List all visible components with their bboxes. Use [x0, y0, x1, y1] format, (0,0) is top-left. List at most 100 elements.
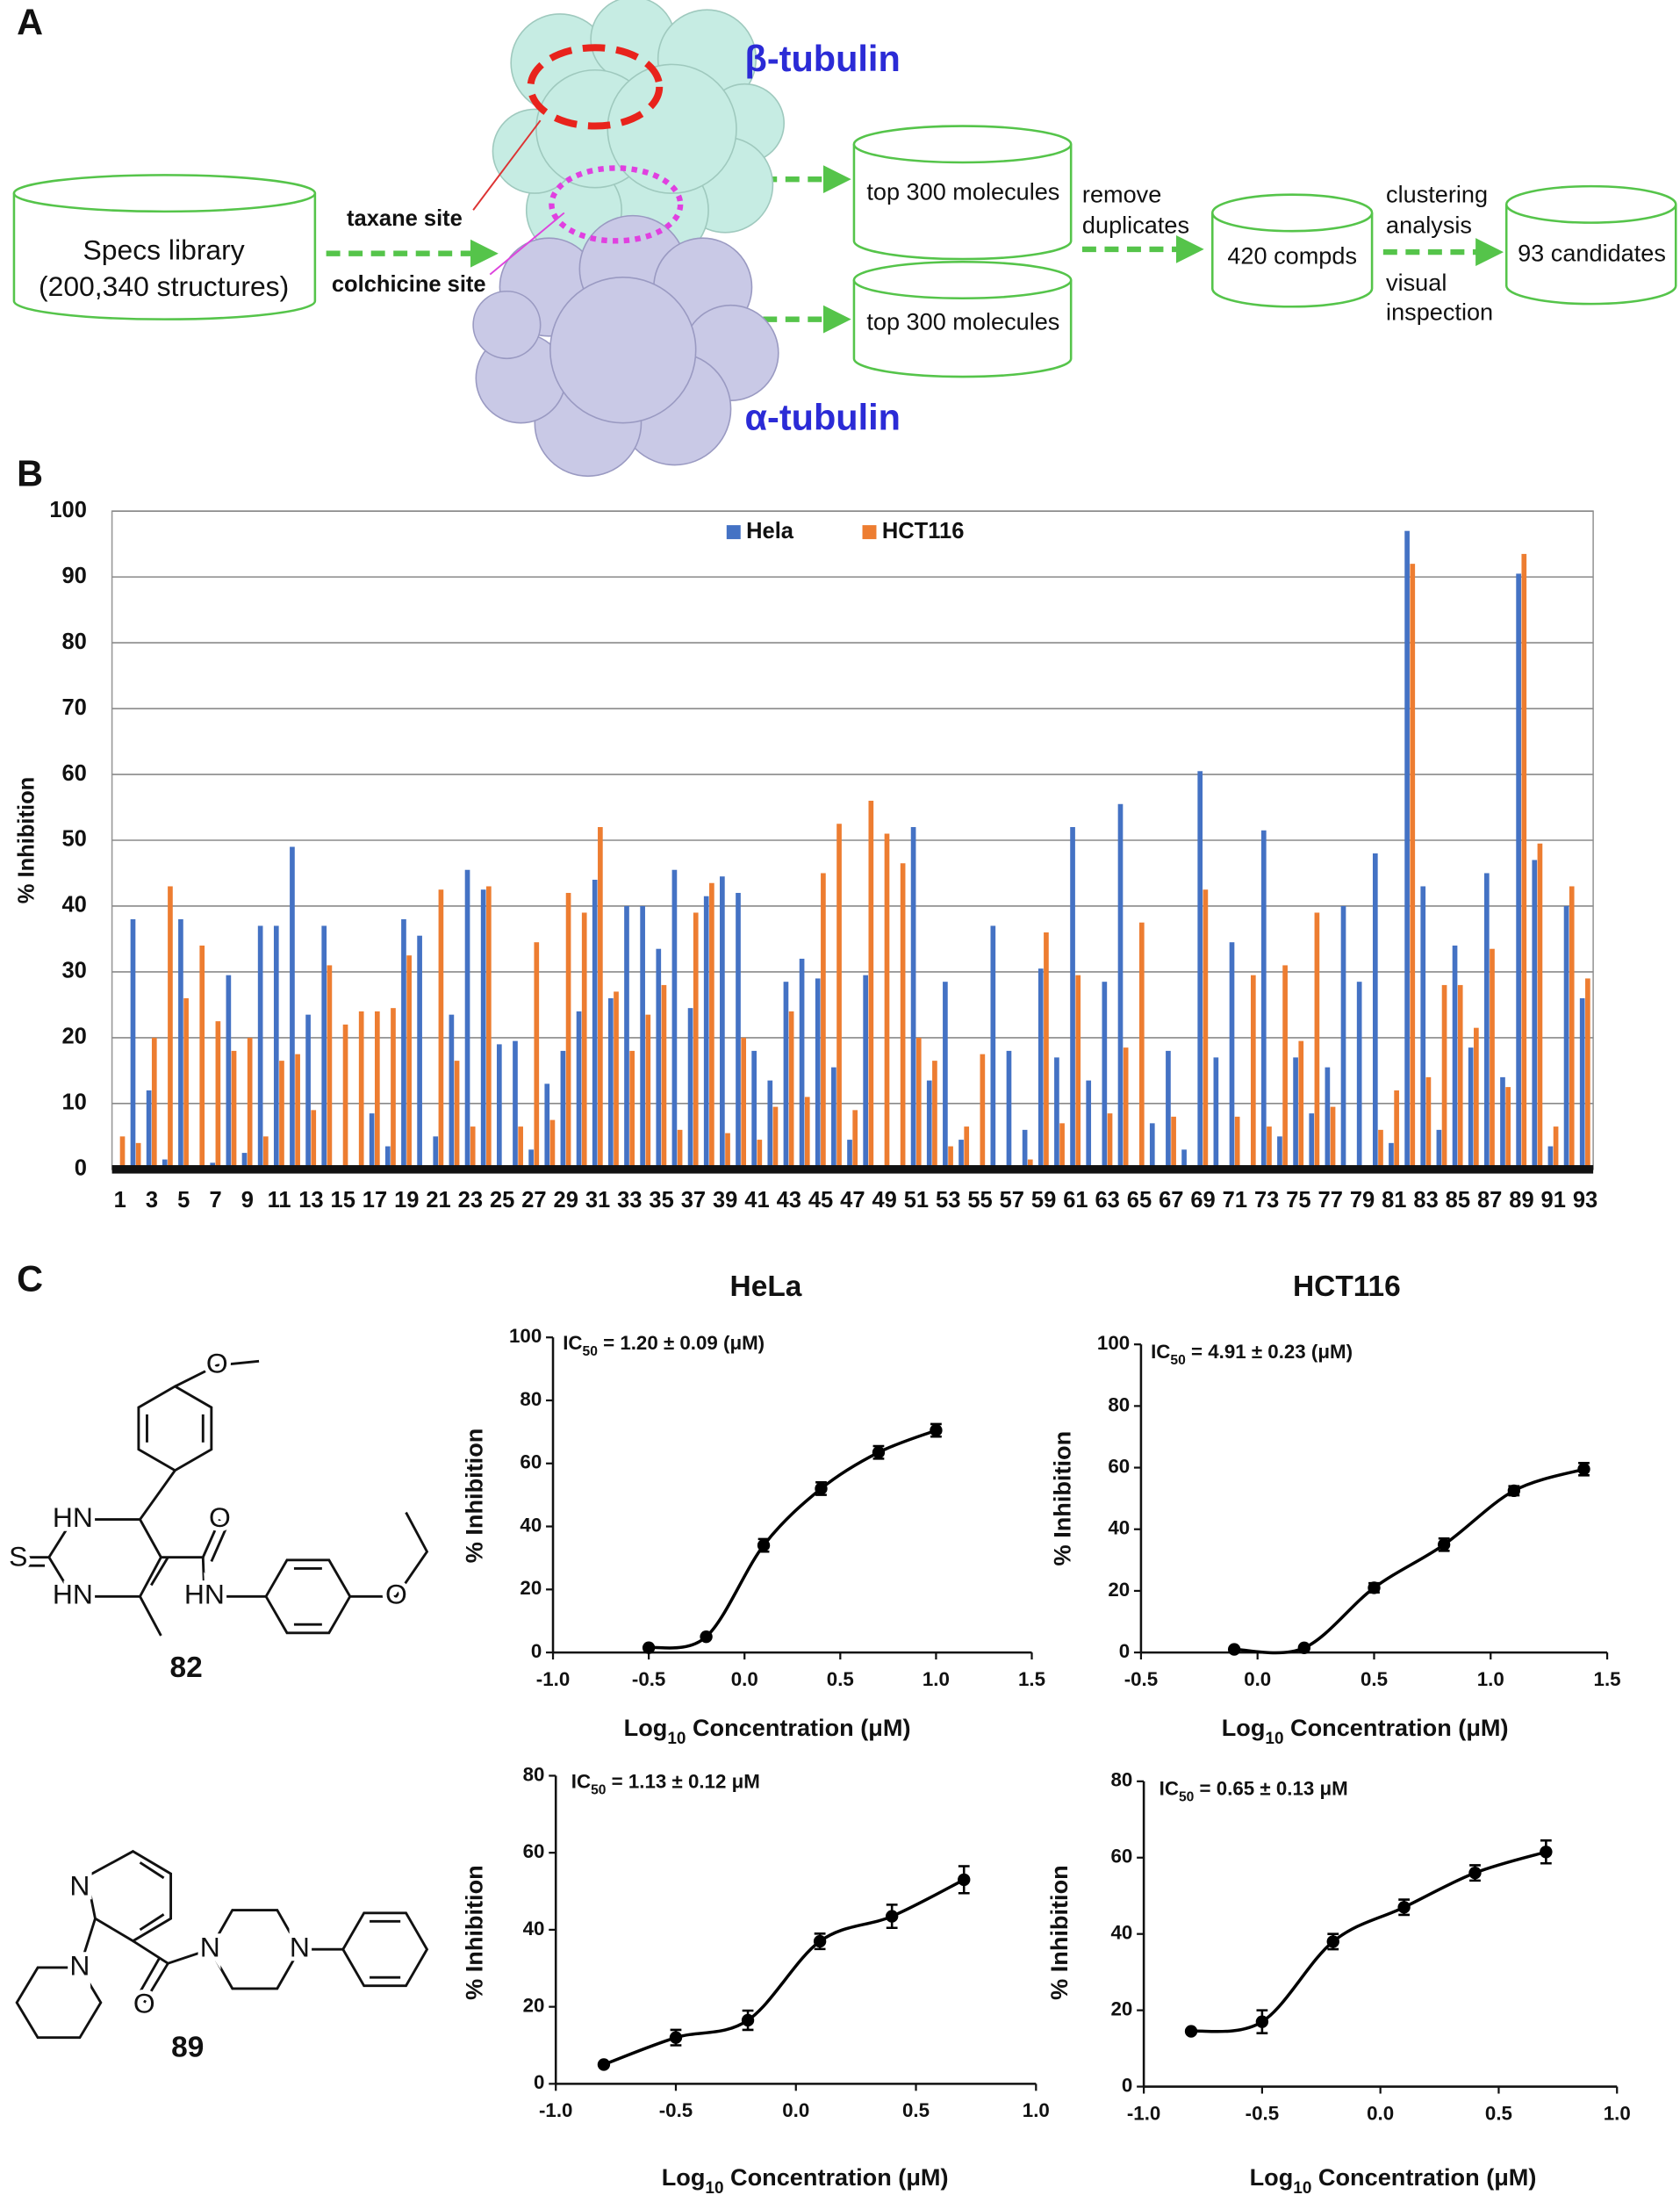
x-axis-label: Log10 Concentration (μM) — [624, 1714, 911, 1747]
y-tick-label: 80 — [520, 1388, 542, 1410]
bar — [119, 1136, 126, 1169]
bar — [661, 984, 667, 1169]
bar — [534, 942, 540, 1169]
x-tick-label: -0.5 — [632, 1668, 665, 1690]
atom-label: N — [290, 1932, 310, 1963]
x-tick-label: 13 — [298, 1188, 323, 1213]
atom-label: N — [69, 1949, 90, 1981]
annotation-sub: 50 — [583, 1344, 599, 1359]
cylinder — [1504, 204, 1677, 306]
bar — [1107, 1113, 1113, 1169]
cylinder-label: top 300 molecules — [866, 308, 1059, 335]
x-tick-label: 1 — [114, 1188, 126, 1213]
x-tick-label: 59 — [1031, 1188, 1056, 1213]
bar — [1260, 830, 1267, 1169]
site-label: colchicine site — [332, 272, 486, 297]
bar — [1037, 968, 1044, 1169]
x-tick-label: 33 — [617, 1188, 642, 1213]
x-tick-label: 41 — [744, 1188, 769, 1213]
annotation-sub: 50 — [1170, 1352, 1186, 1367]
bar — [295, 1054, 300, 1169]
data-point — [1184, 2025, 1198, 2038]
bar — [321, 925, 327, 1169]
x-axis — [111, 1165, 1594, 1174]
bar — [725, 1133, 730, 1169]
atom-label: O — [209, 1501, 231, 1533]
step-label: clustering — [1386, 180, 1488, 207]
cylinder — [12, 193, 317, 320]
annotation: IC50 = 1.20 ± 0.09 (μM) — [563, 1332, 765, 1359]
cylinder-label: 420 compds — [1227, 242, 1357, 270]
bar — [1213, 1057, 1219, 1169]
bar — [751, 1050, 757, 1169]
x-tick-label: 87 — [1477, 1188, 1502, 1213]
x-axis-label-sub: 10 — [667, 1729, 686, 1747]
bar — [1102, 982, 1108, 1169]
bar — [130, 918, 136, 1169]
bar — [1585, 978, 1590, 1169]
x-tick-label: 17 — [363, 1188, 387, 1213]
bar — [1006, 1050, 1012, 1169]
atom-label: N — [200, 1932, 220, 1963]
x-tick-label: 7 — [209, 1188, 221, 1213]
bar — [183, 997, 189, 1169]
y-tick-label: 80 — [523, 1763, 545, 1785]
annotation-part: IC — [1159, 1777, 1179, 1799]
x-axis-label: Log10 Concentration (μM) — [1222, 1714, 1509, 1747]
bar — [709, 882, 714, 1169]
data-point — [872, 1446, 886, 1459]
x-axis-label-part: Concentration (μM) — [724, 2163, 949, 2191]
bar — [1314, 912, 1320, 1169]
annotation-part: = 1.20 ± 0.09 (μM) — [598, 1332, 765, 1354]
bar — [598, 827, 603, 1169]
annotation: IC50 = 0.65 ± 0.13 μM — [1159, 1777, 1348, 1804]
bar — [1457, 984, 1463, 1169]
x-tick-label: 0.0 — [1244, 1668, 1271, 1690]
data-point — [1297, 1641, 1310, 1655]
bar — [168, 886, 173, 1169]
bar — [964, 1126, 970, 1169]
x-tick-label: 5 — [177, 1188, 190, 1213]
cylinder — [1210, 212, 1374, 308]
bar — [645, 1014, 651, 1169]
bar — [624, 905, 629, 1169]
compound-label: 89 — [171, 2031, 204, 2063]
x-axis-label-part: Log — [1222, 1714, 1266, 1741]
data-point — [741, 2013, 755, 2027]
protein-beta — [492, 0, 785, 264]
bar — [693, 912, 699, 1169]
x-tick-label: 21 — [426, 1188, 450, 1213]
atom-label: HN — [53, 1579, 93, 1610]
bar — [1516, 573, 1521, 1169]
bar — [629, 1050, 635, 1169]
bar — [1059, 1123, 1065, 1169]
bar — [1149, 1123, 1155, 1169]
chart-title: HCT116 — [1293, 1270, 1401, 1303]
y-axis-label: % Inhibition — [1048, 1431, 1075, 1566]
bar — [1505, 1087, 1511, 1169]
y-tick-label: 20 — [62, 1025, 87, 1049]
bar — [1468, 1047, 1474, 1169]
fit-curve — [1190, 1850, 1547, 2033]
y-tick-label: 0 — [1122, 2074, 1132, 2096]
structure-82: O HN O S HN HN O 82 — [4, 1343, 429, 1684]
pointer — [472, 119, 542, 211]
annotation-sub: 50 — [591, 1782, 607, 1797]
atom-label: HN — [53, 1501, 93, 1533]
structure-89: N N O N N 89 — [15, 1849, 429, 2063]
x-tick-label: 0.0 — [731, 1668, 758, 1690]
bar — [1229, 942, 1235, 1169]
bar — [1267, 1126, 1272, 1169]
bar — [1356, 982, 1362, 1169]
bar — [1340, 905, 1346, 1169]
bar — [868, 801, 874, 1169]
y-tick-label: 20 — [523, 1995, 545, 2017]
y-tick-label: 40 — [1108, 1517, 1130, 1539]
bar — [1500, 1076, 1505, 1169]
bar — [614, 991, 619, 1169]
bar — [990, 925, 996, 1169]
y-tick-label: 40 — [523, 1918, 545, 1940]
data-point — [885, 1910, 899, 1923]
bar — [454, 1061, 460, 1169]
